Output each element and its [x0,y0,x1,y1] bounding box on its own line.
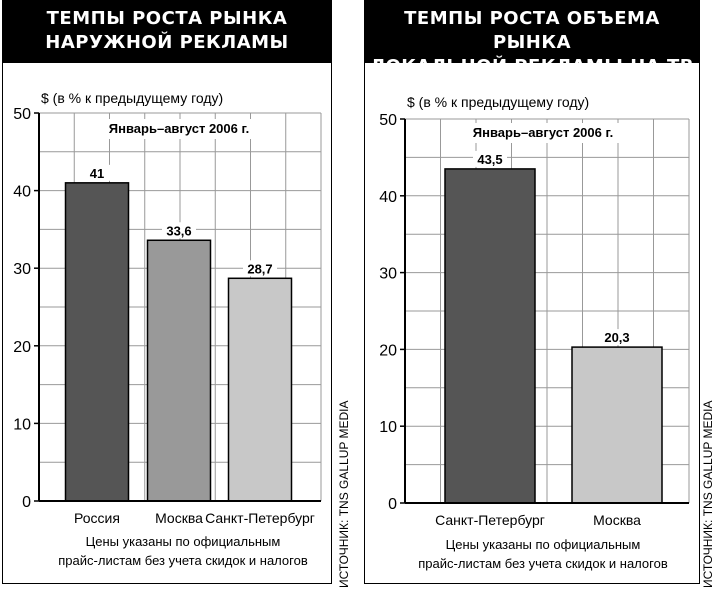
y-tick-label: 10 [379,419,397,436]
bar-chart-local-tv: Январь–август 2006 г. 43,5 Санкт-Петербург… [379,94,690,571]
bar-chart-outdoor: Январь–август 2006 г. 41 Россия 33,6 Москва 2… [13,90,322,568]
footnote: Цены указаны по официальным [86,534,281,549]
chart-panel-local-tv: ТЕМПЫ РОСТА ОБЪЕМА РЫНКА ЛОКАЛЬНОЙ РЕКЛА… [364,0,700,584]
y-tick-label: 50 [379,112,397,129]
x-tick-label: Москва [593,512,641,528]
y-tick-label: 0 [388,496,397,513]
y-tick-label: 20 [379,342,397,359]
value-label: 41 [90,166,104,181]
footnote: Цены указаны по официальным [446,537,641,552]
bar [571,346,663,504]
x-tick-label: Москва [155,510,203,526]
chart-panel-outdoor: ТЕМПЫ РОСТА РЫНКА НАРУЖНОЙ РЕКЛАМЫ Январ… [2,0,332,584]
x-tick-label: Санкт-Петербург [205,510,315,526]
y-tick-label: 20 [13,339,31,356]
x-tick-label: Санкт-Петербург [435,512,545,528]
y-axis-label: $ (в % к предыдущему году) [407,94,589,110]
y-axis-label: $ (в % к предыдущему году) [41,90,223,106]
y-tick-label: 40 [379,189,397,206]
y-tick-label: 0 [22,494,31,511]
source-note: ИСТОЧНИК: TNS GALLUP MEDIA [701,400,715,588]
value-label-background [600,329,634,346]
bar [64,182,130,502]
y-tick-label: 10 [13,416,31,433]
value-label: 28,7 [247,261,272,276]
bar [146,239,212,502]
value-label-background [473,150,507,167]
chart-title: ТЕМПЫ РОСТА ОБЪЕМА РЫНКА ЛОКАЛЬНОЙ РЕКЛА… [365,1,699,77]
value-label: 20,3 [604,330,629,345]
bar [227,277,293,502]
annotation-background [467,123,619,143]
value-label: 43,5 [477,152,502,167]
chart-title: ТЕМПЫ РОСТА РЫНКА НАРУЖНОЙ РЕКЛАМЫ [3,1,331,63]
annotation-label: Январь–август 2006 г. [109,121,249,136]
bar [444,168,536,504]
source-note: ИСТОЧНИК: TNS GALLUP MEDIA [337,400,351,588]
y-tick-label: 30 [379,266,397,283]
value-label-background [243,260,277,277]
y-tick-label: 30 [13,261,31,278]
value-label-background [162,222,196,239]
annotation-background [104,119,254,139]
y-tick-label: 50 [13,106,31,123]
footnote: прайс-листам без учета скидок и налогов [58,553,308,568]
x-tick-label: Россия [74,510,120,526]
annotation-label: Январь–август 2006 г. [473,125,613,140]
footnote: прайс-листам без учета скидок и налогов [418,556,668,571]
value-label-background [80,164,114,181]
y-tick-label: 40 [13,184,31,201]
value-label: 33,6 [166,223,191,238]
